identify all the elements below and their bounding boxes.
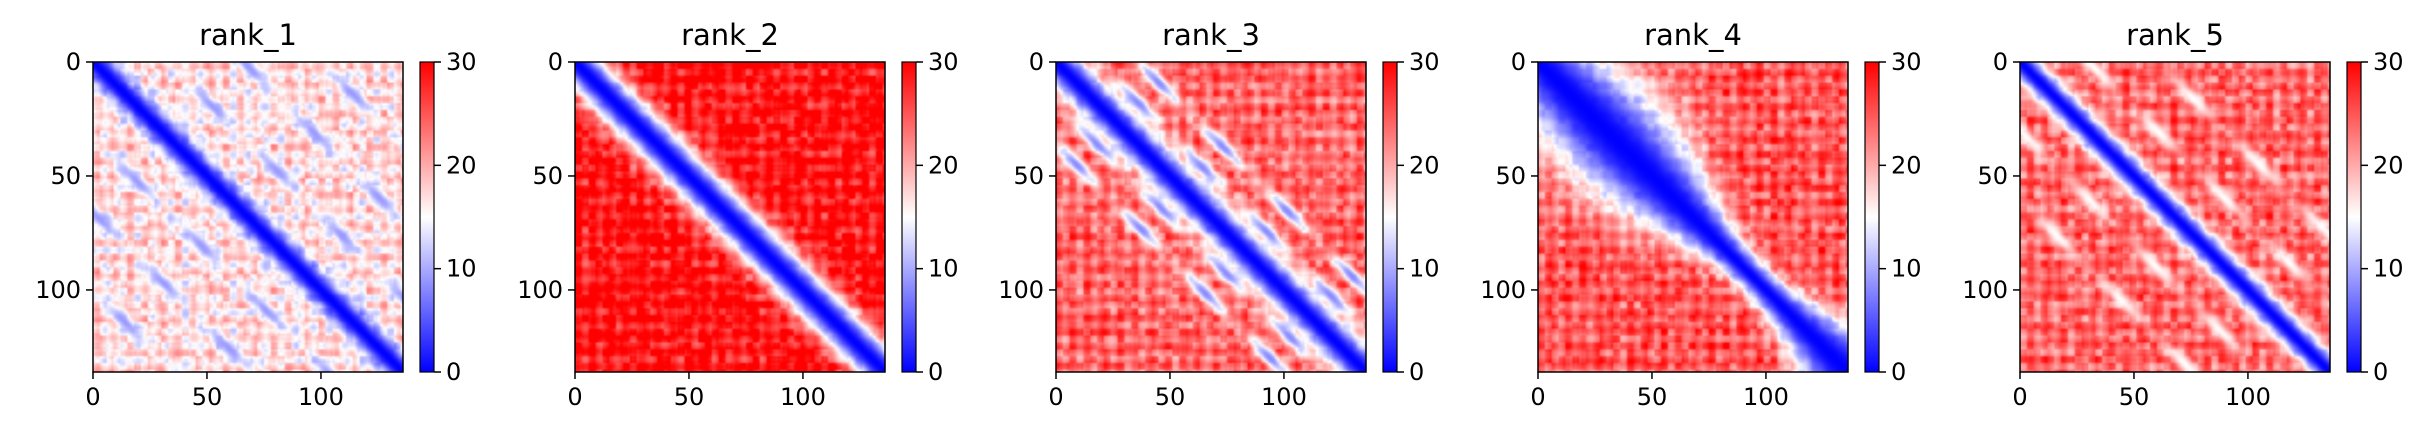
y-tick-label: 0 <box>1029 48 1044 76</box>
x-tick-label: 0 <box>1530 383 1545 411</box>
y-tick-label: 50 <box>1977 162 2008 190</box>
y-tick-label: 50 <box>532 162 563 190</box>
x-tick-label: 50 <box>674 383 705 411</box>
axes-frame <box>92 61 404 373</box>
chart-svg-1: rank_1 0 50 100 0 50 100 0 10 20 30 <box>35 18 477 411</box>
y-tick-label: 100 <box>35 276 81 304</box>
colorbar-tick-label: 0 <box>446 358 461 386</box>
x-tick-label: 100 <box>1743 383 1789 411</box>
chart-title: rank_5 <box>2126 18 2224 52</box>
y-tick-label: 0 <box>1993 48 2008 76</box>
x-tick-label: 100 <box>780 383 826 411</box>
y-tick-label: 0 <box>66 48 81 76</box>
colorbar-tick-label: 20 <box>2373 151 2404 179</box>
x-tick-label: 50 <box>1637 383 1668 411</box>
chart-title: rank_4 <box>1644 18 1742 52</box>
x-tick-label: 50 <box>2119 383 2150 411</box>
colorbar-tick-label: 0 <box>1409 358 1424 386</box>
y-tick-label: 100 <box>998 276 1044 304</box>
x-tick-label: 100 <box>298 383 344 411</box>
colorbar-tick-label: 20 <box>1891 151 1922 179</box>
colorbar <box>2346 61 2362 373</box>
colorbar-tick-label: 30 <box>446 48 477 76</box>
y-tick-label: 50 <box>1013 162 1044 190</box>
colorbar-tick-label: 10 <box>1409 255 1440 283</box>
x-tick-label: 100 <box>2225 383 2271 411</box>
colorbar-tick-label: 0 <box>928 358 943 386</box>
chart-panel-1: rank_1 0 50 100 0 50 100 0 10 20 30 <box>0 0 480 438</box>
colorbar-tick-label: 10 <box>928 255 959 283</box>
chart-svg-2: rank_2 0 50 100 0 50 100 0 10 20 30 <box>517 18 959 411</box>
chart-panel-5: rank_5 0 50 100 0 50 100 0 10 20 30 <box>1927 0 2407 438</box>
colorbar-tick-label: 10 <box>1891 255 1922 283</box>
x-tick-label: 0 <box>2012 383 2027 411</box>
axes-frame <box>574 61 886 373</box>
colorbar <box>1382 61 1398 373</box>
chart-panel-4: rank_4 0 50 100 0 50 100 0 10 20 30 <box>1445 0 1925 438</box>
colorbar-tick-label: 30 <box>1409 48 1440 76</box>
y-tick-label: 0 <box>1511 48 1526 76</box>
heatmap-image <box>2020 62 2330 372</box>
x-tick-label: 0 <box>567 383 582 411</box>
axes-frame <box>1537 61 1849 373</box>
y-tick-label: 0 <box>548 48 563 76</box>
colorbar <box>419 61 435 373</box>
x-tick-label: 0 <box>85 383 100 411</box>
colorbar-tick-label: 20 <box>1409 151 1440 179</box>
axes-frame <box>1055 61 1367 373</box>
y-tick-label: 100 <box>1962 276 2008 304</box>
colorbar-tick-label: 20 <box>446 151 477 179</box>
chart-svg-3: rank_3 0 50 100 0 50 100 0 10 20 30 <box>998 18 1440 411</box>
colorbar-tick-label: 30 <box>928 48 959 76</box>
chart-panel-3: rank_3 0 50 100 0 50 100 0 10 20 30 <box>963 0 1443 438</box>
colorbar-tick-label: 30 <box>2373 48 2404 76</box>
colorbar <box>901 61 917 373</box>
chart-svg-4: rank_4 0 50 100 0 50 100 0 10 20 30 <box>1480 18 1922 411</box>
colorbar-tick-label: 10 <box>2373 255 2404 283</box>
x-tick-label: 50 <box>1155 383 1186 411</box>
colorbar-tick-label: 0 <box>1891 358 1906 386</box>
axes-frame <box>2019 61 2331 373</box>
colorbar-tick-label: 30 <box>1891 48 1922 76</box>
y-tick-label: 50 <box>50 162 81 190</box>
chart-svg-5: rank_5 0 50 100 0 50 100 0 10 20 30 <box>1962 18 2404 411</box>
y-tick-label: 100 <box>517 276 563 304</box>
x-tick-label: 50 <box>192 383 223 411</box>
chart-title: rank_1 <box>199 18 297 52</box>
colorbar-tick-label: 20 <box>928 151 959 179</box>
x-tick-label: 100 <box>1261 383 1307 411</box>
chart-panel-2: rank_2 0 50 100 0 50 100 0 10 20 30 <box>482 0 962 438</box>
y-tick-label: 50 <box>1495 162 1526 190</box>
x-tick-label: 0 <box>1048 383 1063 411</box>
colorbar-tick-label: 0 <box>2373 358 2388 386</box>
heatmap-image <box>1538 62 1848 372</box>
colorbar-tick-label: 10 <box>446 255 477 283</box>
colorbar <box>1864 61 1880 373</box>
heatmap-image <box>1056 62 1366 372</box>
heatmap-image <box>93 62 403 372</box>
y-tick-label: 100 <box>1480 276 1526 304</box>
chart-title: rank_2 <box>681 18 779 52</box>
heatmap-image <box>575 62 885 372</box>
chart-title: rank_3 <box>1162 18 1260 52</box>
